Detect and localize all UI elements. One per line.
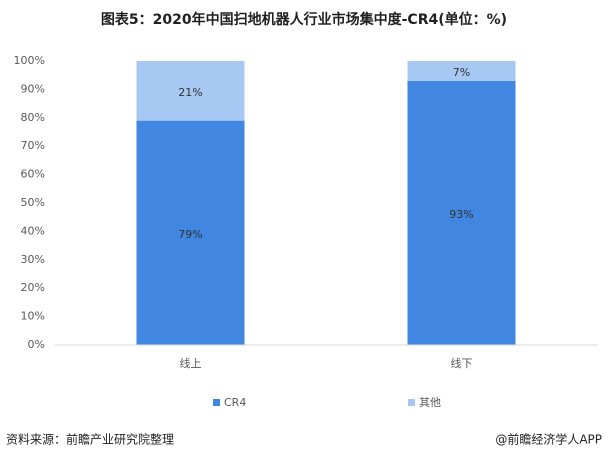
y-tick-label: 10% (21, 310, 45, 323)
legend-label: 其他 (419, 396, 441, 409)
bar-segment (407, 61, 516, 81)
y-tick-label: 60% (21, 168, 45, 181)
x-tick-label: 线下 (451, 356, 473, 370)
y-tick-label: 20% (21, 281, 45, 294)
y-tick-label: 0% (28, 338, 45, 351)
y-tick-label: 90% (21, 82, 45, 95)
source: 资料来源：前瞻产业研究院整理 (6, 432, 174, 447)
data-label: 21% (178, 86, 202, 99)
y-tick-label: 80% (21, 111, 45, 124)
y-tick-label: 30% (21, 253, 45, 266)
credit: @前瞻经济学人APP (495, 432, 602, 447)
y-tick-label: 70% (21, 139, 45, 152)
legend-swatch (408, 399, 415, 406)
legend-swatch (213, 399, 220, 406)
data-label: 7% (453, 66, 470, 79)
y-tick-label: 40% (21, 224, 45, 237)
data-label: 93% (449, 208, 473, 221)
bar-segment (136, 61, 245, 121)
bar-segment (136, 120, 245, 345)
x-tick-label: 线上 (180, 356, 202, 370)
data-label: 79% (178, 228, 202, 241)
y-tick-label: 100% (14, 54, 45, 67)
y-tick-label: 50% (21, 196, 45, 209)
legend-label: CR4 (224, 396, 246, 409)
chart-title: 图表5：2020年中国扫地机器人行业市场集中度-CR4(单位：%) (101, 11, 507, 28)
bar-segment (407, 80, 516, 345)
